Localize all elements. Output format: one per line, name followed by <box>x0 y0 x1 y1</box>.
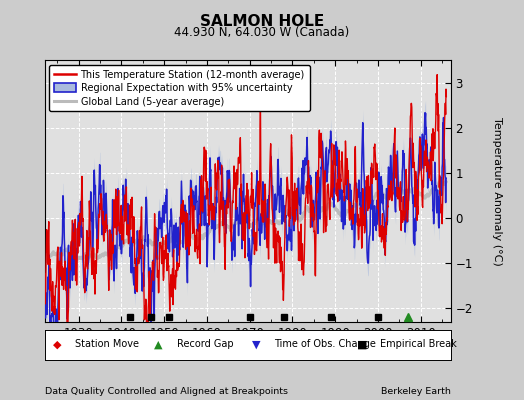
Text: ▲: ▲ <box>154 339 162 350</box>
Text: Berkeley Earth: Berkeley Earth <box>381 387 451 396</box>
Text: ■: ■ <box>357 339 368 350</box>
Text: SALMON HOLE: SALMON HOLE <box>200 14 324 29</box>
Text: Data Quality Controlled and Aligned at Breakpoints: Data Quality Controlled and Aligned at B… <box>45 387 288 396</box>
Legend: This Temperature Station (12-month average), Regional Expectation with 95% uncer: This Temperature Station (12-month avera… <box>49 65 310 111</box>
Text: Empirical Break: Empirical Break <box>379 339 456 350</box>
Text: 44.930 N, 64.030 W (Canada): 44.930 N, 64.030 W (Canada) <box>174 26 350 39</box>
Text: Record Gap: Record Gap <box>177 339 233 350</box>
Text: Time of Obs. Change: Time of Obs. Change <box>274 339 376 350</box>
Y-axis label: Temperature Anomaly (°C): Temperature Anomaly (°C) <box>493 117 503 265</box>
Text: Station Move: Station Move <box>75 339 139 350</box>
Text: ◆: ◆ <box>52 339 61 350</box>
Text: ▼: ▼ <box>252 339 260 350</box>
